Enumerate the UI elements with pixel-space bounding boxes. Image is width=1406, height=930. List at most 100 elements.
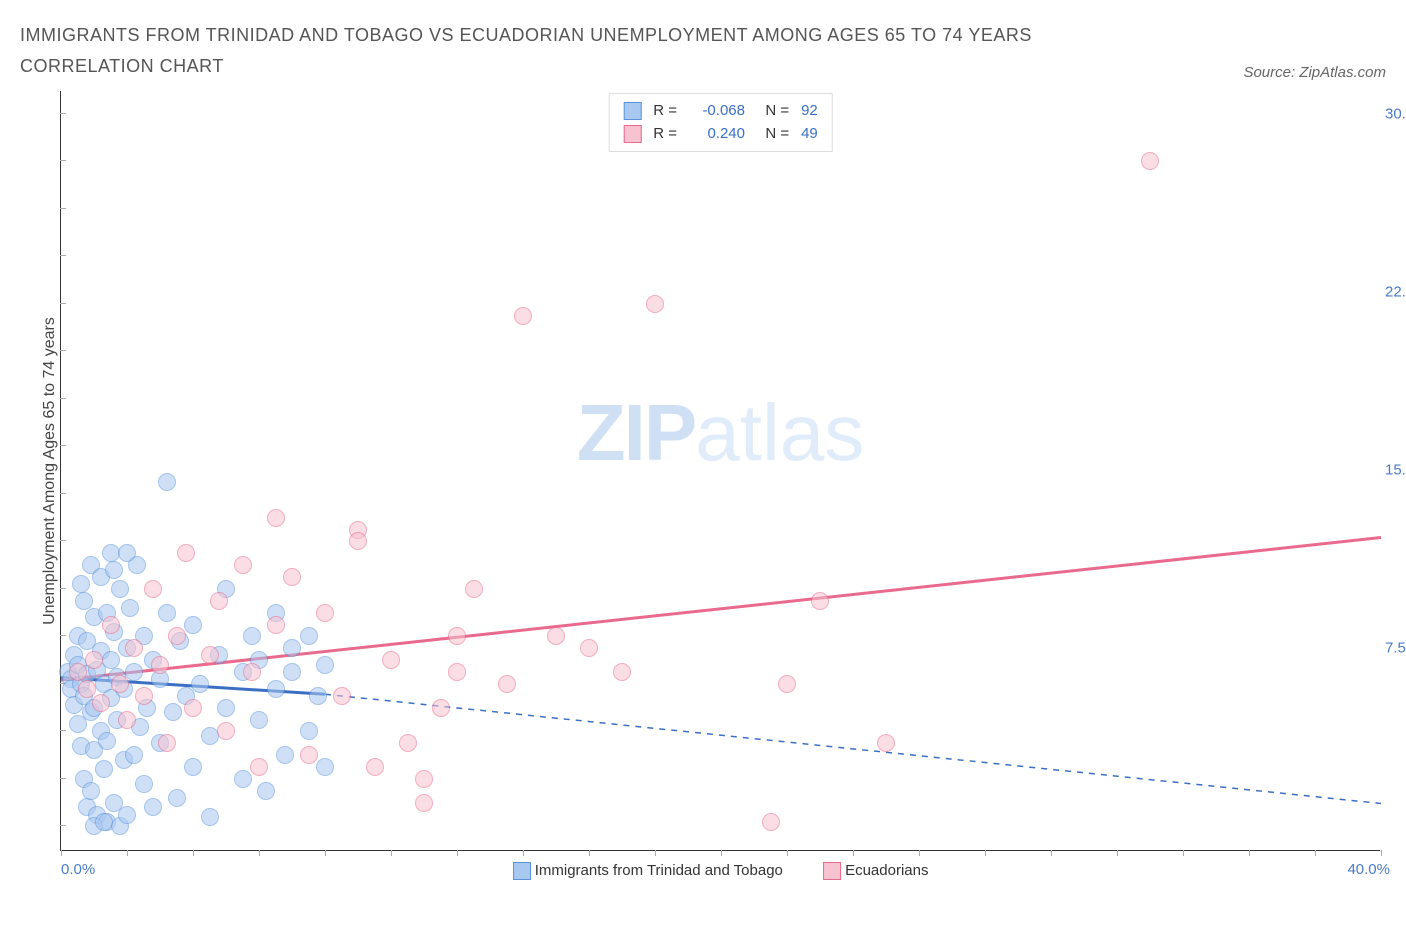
x-tick-mark (721, 850, 722, 856)
data-point (168, 627, 186, 645)
data-point (250, 758, 268, 776)
data-point (366, 758, 384, 776)
data-point (164, 703, 182, 721)
data-point (276, 746, 294, 764)
x-tick-mark (655, 850, 656, 856)
legend-swatch (513, 862, 531, 880)
data-point (125, 639, 143, 657)
x-tick-mark (589, 850, 590, 856)
data-point (267, 680, 285, 698)
data-point (201, 646, 219, 664)
data-point (125, 746, 143, 764)
data-point (135, 775, 153, 793)
data-point (158, 734, 176, 752)
data-point (210, 592, 228, 610)
x-tick-mark (1381, 850, 1382, 856)
x-tick-mark (391, 850, 392, 856)
data-point (448, 627, 466, 645)
data-point (432, 699, 450, 717)
x-min-label: 0.0% (61, 861, 95, 878)
data-point (283, 568, 301, 586)
y-tick-mark (60, 208, 66, 209)
data-point (349, 532, 367, 550)
n-value: 49 (801, 123, 818, 146)
correlation-legend: R =-0.068 N =92R =0.240 N =49 (608, 93, 833, 152)
data-point (498, 675, 516, 693)
y-tick-mark (60, 635, 66, 636)
data-point (415, 770, 433, 788)
x-tick-mark (523, 850, 524, 856)
data-point (762, 813, 780, 831)
data-point (217, 699, 235, 717)
y-tick-mark (60, 778, 66, 779)
y-tick-mark (60, 303, 66, 304)
data-point (243, 627, 261, 645)
data-point (72, 575, 90, 593)
n-label: N = (757, 100, 789, 123)
data-point (78, 680, 96, 698)
y-tick-mark (60, 493, 66, 494)
x-tick-mark (61, 850, 62, 856)
data-point (201, 727, 219, 745)
series-legend-item: Ecuadorians (823, 862, 929, 879)
x-tick-mark (1051, 850, 1052, 856)
r-value: -0.068 (689, 100, 745, 123)
legend-row: R = -0.068 N = 92 (623, 100, 818, 123)
data-point (111, 675, 129, 693)
data-point (267, 616, 285, 634)
data-point (158, 473, 176, 491)
data-point (69, 663, 87, 681)
data-point (105, 561, 123, 579)
data-point (448, 663, 466, 681)
n-value: 92 (801, 100, 818, 123)
data-point (250, 711, 268, 729)
x-tick-mark (1183, 850, 1184, 856)
data-point (267, 509, 285, 527)
x-tick-mark (193, 850, 194, 856)
data-point (184, 699, 202, 717)
scatter-plot: ZIPatlas R =-0.068 N =92R =0.240 N =49 3… (60, 91, 1380, 851)
data-point (811, 592, 829, 610)
data-point (547, 627, 565, 645)
data-point (111, 580, 129, 598)
data-point (316, 758, 334, 776)
y-tick-label: 15.0% (1385, 462, 1406, 479)
r-label: R = (653, 100, 677, 123)
data-point (184, 616, 202, 634)
legend-row: R =0.240 N =49 (623, 123, 818, 146)
data-point (300, 627, 318, 645)
y-axis-label: Unemployment Among Ages 65 to 74 years (41, 317, 59, 625)
x-tick-mark (457, 850, 458, 856)
data-point (144, 580, 162, 598)
data-point (778, 675, 796, 693)
data-point (316, 656, 334, 674)
watermark: ZIPatlas (577, 387, 864, 479)
y-tick-mark (60, 350, 66, 351)
y-tick-mark (60, 445, 66, 446)
data-point (514, 307, 532, 325)
y-tick-label: 22.5% (1385, 284, 1406, 301)
legend-swatch (623, 102, 641, 120)
x-tick-mark (127, 850, 128, 856)
legend-swatch (823, 862, 841, 880)
data-point (151, 656, 169, 674)
series-legend-item: Immigrants from Trinidad and Tobago (513, 862, 783, 879)
y-tick-label: 30.0% (1385, 105, 1406, 122)
data-point (75, 592, 93, 610)
y-tick-mark (60, 398, 66, 399)
legend-swatch (623, 125, 641, 143)
data-point (168, 789, 186, 807)
data-point (95, 813, 113, 831)
series-name: Immigrants from Trinidad and Tobago (535, 862, 783, 879)
y-tick-mark (60, 255, 66, 256)
data-point (95, 760, 113, 778)
data-point (877, 734, 895, 752)
x-tick-mark (853, 850, 854, 856)
n-label: N = (757, 123, 789, 146)
data-point (309, 687, 327, 705)
data-point (415, 794, 433, 812)
data-point (135, 687, 153, 705)
data-point (580, 639, 598, 657)
series-legend: Immigrants from Trinidad and Tobago Ecua… (493, 862, 949, 880)
data-point (121, 599, 139, 617)
